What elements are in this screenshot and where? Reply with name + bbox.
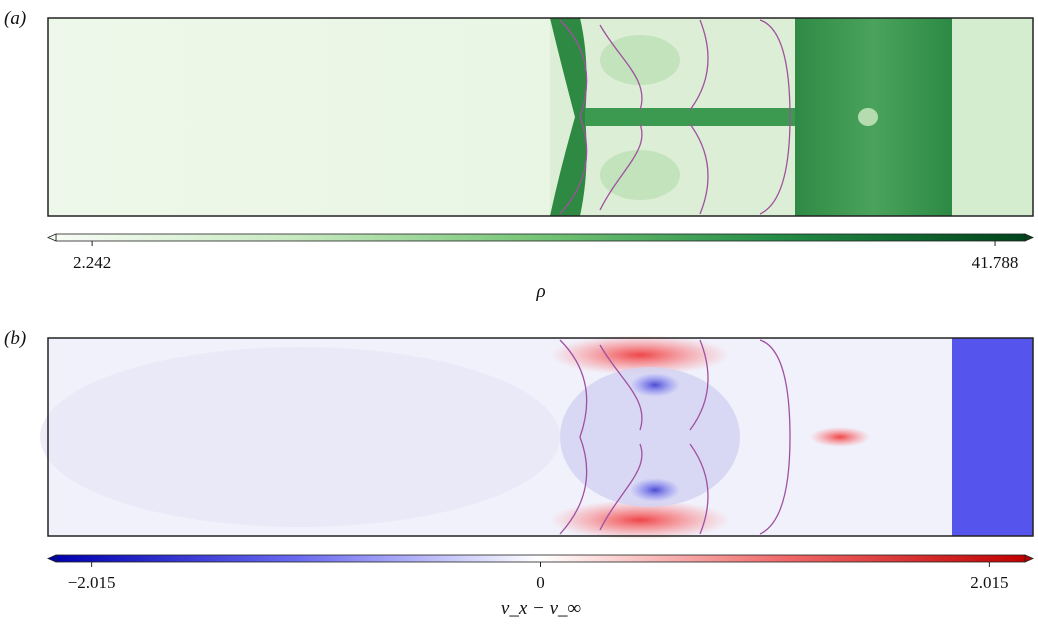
colorbar-label: v_x − v_∞	[501, 598, 581, 619]
velocity-field	[40, 335, 1034, 540]
colorbar-tick-label: −2.015	[68, 573, 116, 592]
colorbar-tick-label: 0	[536, 573, 545, 592]
colorbar-extend	[47, 233, 57, 242]
colorbar-tick-label: 41.788	[972, 253, 1019, 272]
panel-label: (b)	[4, 328, 26, 349]
panel-label: (a)	[4, 8, 26, 29]
colorbar-tick-label: 2.242	[73, 253, 111, 272]
colorbar-tick-label: 2.015	[970, 573, 1008, 592]
colorbar-extend	[47, 554, 57, 563]
colorbar-extend	[1024, 233, 1034, 242]
colorbar-label: ρ	[535, 281, 545, 302]
colorbar	[55, 554, 1026, 563]
colorbar	[55, 233, 1026, 242]
colorbar-extend	[1024, 554, 1034, 563]
density-field	[47, 17, 1034, 217]
